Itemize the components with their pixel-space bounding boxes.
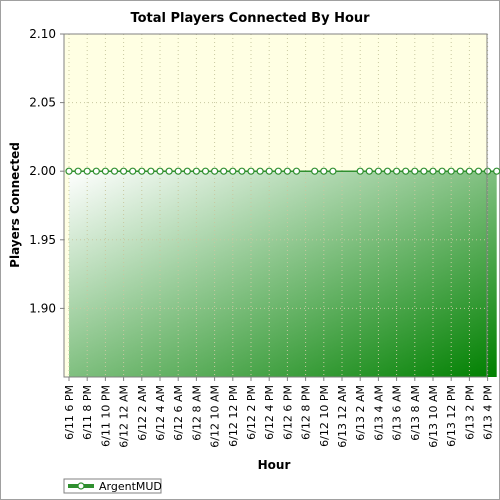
chart-title: Total Players Connected By Hour (130, 11, 370, 26)
x-tick-label: 6/12 2 PM (245, 385, 258, 440)
x-tick-label: 6/12 8 PM (300, 385, 313, 440)
data-point-marker (329, 167, 337, 175)
y-axis-label: Players Connected (8, 142, 22, 268)
x-tick-label: 6/12 10 AM (209, 385, 222, 448)
x-tick-label: 6/13 12 PM (445, 385, 458, 447)
y-tick-label: 2.10 (29, 27, 56, 41)
data-point-marker (174, 167, 182, 175)
data-point-marker (292, 167, 301, 175)
data-point-marker (356, 167, 364, 175)
x-tick-label: 6/12 6 PM (281, 385, 294, 440)
x-tick-label: 6/12 12 AM (118, 385, 131, 448)
x-tick-label: 6/13 6 AM (391, 385, 404, 441)
data-point-marker (147, 167, 155, 175)
data-point-marker (74, 167, 82, 175)
x-tick-label: 6/13 2 PM (463, 385, 476, 440)
x-axis-label: Hour (258, 458, 291, 472)
data-point-marker (383, 167, 392, 175)
data-point-marker (465, 167, 473, 175)
data-point-marker (65, 167, 73, 175)
data-point-marker (229, 167, 237, 175)
data-point-marker (365, 167, 373, 175)
data-point-marker (119, 167, 128, 175)
legend-marker (77, 482, 85, 490)
x-tick-label: 6/12 12 PM (227, 385, 240, 447)
x-tick-label: 6/12 4 AM (154, 385, 167, 441)
data-point-marker (110, 167, 119, 175)
series-area (69, 171, 497, 377)
x-tick-label: 6/13 8 AM (409, 385, 422, 441)
data-point-marker (374, 167, 382, 175)
data-point-marker (156, 167, 164, 175)
data-point-marker (211, 167, 219, 175)
data-point-marker (165, 167, 173, 175)
data-point-marker (138, 167, 146, 175)
x-tick-label: 6/12 6 AM (172, 385, 185, 441)
data-point-marker (101, 167, 110, 175)
data-point-marker (265, 167, 273, 175)
x-tick-label: 6/11 8 PM (81, 385, 94, 440)
y-tick-label: 1.90 (29, 301, 56, 315)
data-point-marker (220, 167, 228, 175)
data-point-marker (201, 167, 210, 175)
data-point-marker (429, 167, 437, 175)
x-tick-label: 6/13 10 AM (427, 385, 440, 448)
data-point-marker (238, 167, 246, 175)
data-point-marker (311, 167, 319, 175)
legend-box (63, 478, 162, 494)
x-tick-label: 6/11 6 PM (63, 385, 76, 440)
data-point-marker (192, 167, 200, 175)
data-point-marker (256, 167, 264, 175)
data-point-marker (183, 167, 191, 175)
data-point-marker (247, 167, 255, 175)
data-point-marker (92, 167, 100, 175)
data-point-marker (393, 167, 401, 175)
data-point-marker (283, 167, 291, 175)
x-tick-label: 6/12 10 PM (318, 385, 331, 447)
data-point-marker (438, 167, 446, 175)
data-point-marker (420, 167, 428, 175)
data-point-marker (320, 167, 328, 175)
data-point-marker (484, 167, 492, 175)
x-tick-label: 6/12 4 PM (263, 385, 276, 440)
y-tick-label: 2.00 (29, 164, 56, 178)
x-tick-label: 6/13 12 AM (336, 385, 349, 448)
data-point-marker (274, 167, 282, 175)
x-tick-label: 6/13 4 AM (372, 385, 385, 441)
data-point-marker (447, 167, 455, 175)
data-point-marker (129, 167, 137, 175)
data-point-marker (456, 167, 464, 175)
data-point-marker (474, 167, 483, 175)
x-tick-label: 6/13 2 AM (354, 385, 367, 441)
x-tick-label: 6/12 8 AM (190, 385, 203, 441)
x-tick-label: 6/13 4 PM (482, 385, 495, 440)
data-point-marker (402, 167, 410, 175)
data-point-marker (411, 167, 419, 175)
data-point-marker (493, 167, 500, 175)
x-tick-label: 6/12 2 AM (136, 385, 149, 441)
y-tick-label: 2.05 (29, 96, 56, 110)
plot-border (63, 33, 488, 378)
legend-label: ArgentMUD (99, 480, 162, 493)
y-tick-label: 1.95 (29, 233, 56, 247)
data-point-marker (83, 167, 91, 175)
x-tick-label: 6/11 10 PM (99, 385, 112, 447)
